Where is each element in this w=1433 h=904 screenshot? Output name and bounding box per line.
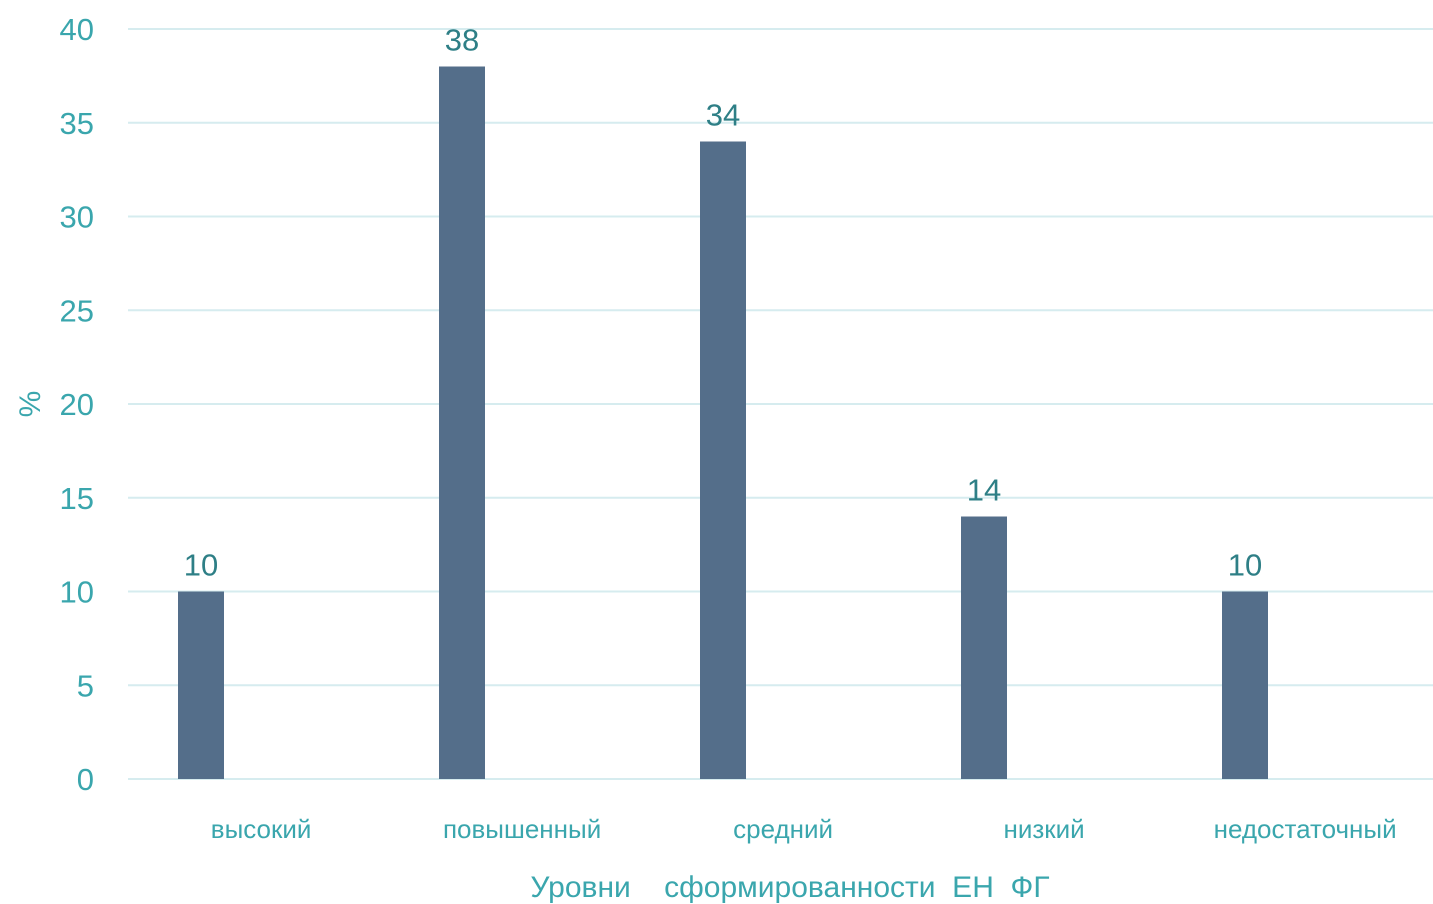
bar-3	[700, 141, 746, 779]
y-axis-title: %	[14, 391, 47, 418]
gridlines	[128, 28, 1433, 780]
data-label-1: 10	[184, 548, 218, 583]
bar-5	[1222, 591, 1268, 779]
y-tick-label: 20	[60, 387, 94, 422]
bar-1	[178, 591, 224, 779]
bar-4	[961, 516, 1007, 779]
category-label-3: средний	[733, 814, 833, 844]
data-label-3: 34	[706, 98, 740, 133]
bar-2	[439, 66, 485, 779]
data-label-2: 38	[445, 23, 479, 58]
y-tick-label: 0	[77, 762, 94, 797]
bars	[178, 66, 1268, 779]
x-axis-title: Уровни сформированности ЕН ФГ	[530, 871, 1049, 904]
category-label-2: повышенный	[443, 814, 601, 844]
y-axis-ticks: 0 5 10 15 20 25 30 35 40	[60, 12, 94, 797]
y-tick-label: 40	[60, 12, 94, 47]
category-label-5: недостаточный	[1214, 814, 1397, 844]
y-tick-label: 35	[60, 106, 94, 141]
y-tick-label: 10	[60, 575, 94, 610]
data-labels: 10 38 34 14 10	[184, 23, 1262, 583]
data-label-4: 14	[967, 473, 1001, 508]
category-label-4: низкий	[1003, 814, 1084, 844]
data-label-5: 10	[1228, 548, 1262, 583]
y-tick-label: 25	[60, 293, 94, 328]
y-tick-label: 30	[60, 200, 94, 235]
y-tick-label: 5	[77, 668, 94, 703]
category-label-1: высокий	[211, 814, 312, 844]
category-labels: высокий повышенный средний низкий недостаточ…	[211, 814, 1397, 844]
y-tick-label: 15	[60, 481, 94, 516]
